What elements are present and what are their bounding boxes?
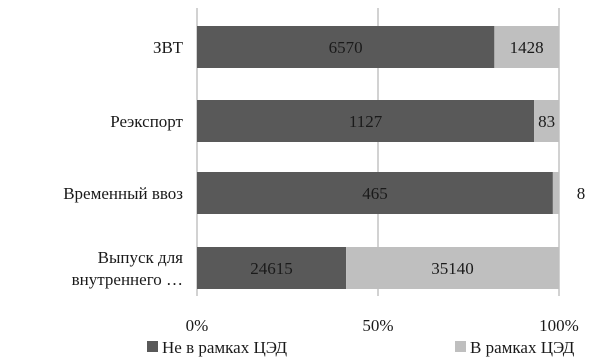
- category-label: внутреннего …: [72, 270, 183, 289]
- legend-label: В рамках ЦЭД: [470, 338, 575, 357]
- data-label: 6570: [329, 38, 363, 57]
- legend-swatch: [147, 341, 158, 352]
- data-label: 465: [362, 184, 388, 203]
- category-label: Выпуск для: [98, 248, 184, 267]
- bar-segment-not-ced: [197, 247, 347, 289]
- legend-label: Не в рамках ЦЭД: [162, 338, 288, 357]
- bar-segment-not-ced: [197, 172, 553, 214]
- category-label: ЗВТ: [153, 38, 184, 57]
- category-label: Временный ввоз: [63, 184, 183, 203]
- data-label: 1428: [510, 38, 544, 57]
- bar-segment-not-ced: [197, 26, 495, 68]
- bar-segment-ced: [534, 100, 559, 142]
- category-label: Реэкспорт: [110, 112, 183, 131]
- x-tick-label: 0%: [186, 316, 209, 335]
- x-tick-label: 100%: [539, 316, 579, 335]
- x-tick-label: 50%: [362, 316, 393, 335]
- bar-segment-ced: [346, 247, 559, 289]
- data-label: 8: [577, 184, 586, 203]
- bar-segment-ced: [494, 26, 559, 68]
- data-label: 1127: [349, 112, 383, 131]
- data-label: 35140: [431, 259, 474, 278]
- data-label: 83: [538, 112, 555, 131]
- data-label: 24615: [250, 259, 293, 278]
- bar-segment-ced: [552, 172, 559, 214]
- bar-segment-not-ced: [197, 100, 535, 142]
- legend-swatch: [455, 341, 466, 352]
